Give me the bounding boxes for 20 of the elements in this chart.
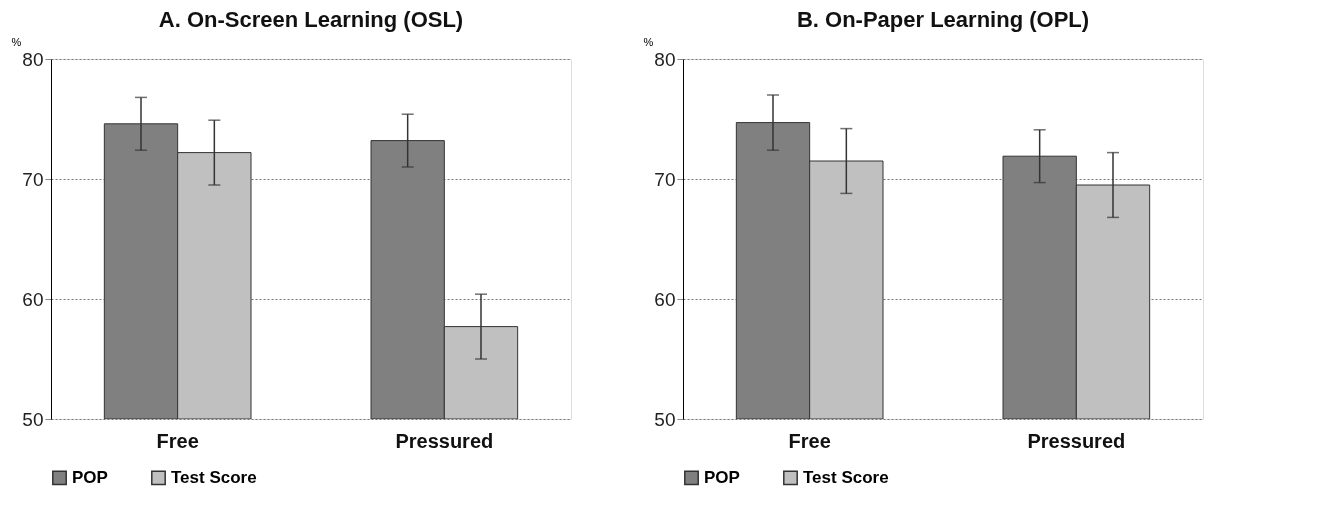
y-tick-label: 60 (654, 288, 676, 310)
y-tick-label: 50 (654, 408, 676, 430)
y-axis-title: % (11, 35, 22, 48)
y-tick-label: 70 (22, 168, 44, 190)
y-tick-label: 60 (22, 288, 44, 310)
chart-title: B. On-Paper Learning (OPL) (796, 7, 1090, 32)
legend-label: Test Score (171, 467, 257, 487)
y-tick-label: 50 (22, 408, 44, 430)
chart-title: A. On-Screen Learning (OSL) (158, 7, 464, 32)
y-axis-title: % (643, 35, 654, 48)
y-tick-label: 80 (22, 48, 44, 70)
legend-label: POP (704, 467, 740, 487)
legend-label: POP (72, 467, 108, 487)
x-tick-label: Free (156, 429, 199, 452)
y-tick-label: 70 (654, 168, 676, 190)
x-tick-label: Free (788, 429, 831, 452)
legend-label: Test Score (803, 467, 889, 487)
x-tick-label: Pressured (395, 429, 494, 452)
y-tick-label: 80 (654, 48, 676, 70)
x-tick-label: Pressured (1027, 429, 1126, 452)
